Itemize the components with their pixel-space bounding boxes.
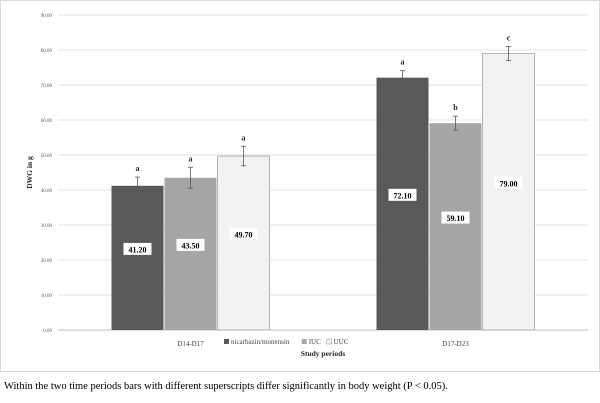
data-label-box [123,242,152,255]
y-axis-title: DWG in g [25,156,34,189]
significance-letter: a [189,154,193,163]
figure-caption: Within the two time periods bars with di… [4,381,448,392]
data-label: 79.00 [500,179,518,188]
y-tick-label: 80.00 [41,49,53,54]
legend-swatch [326,338,332,345]
legend-swatch [301,339,307,344]
bar [429,123,482,331]
y-tick-label: 20.00 [41,259,53,264]
data-label-box [229,228,258,241]
significance-letter: c [507,34,511,43]
significance-letter: a [401,58,405,67]
legend-swatch [224,339,229,344]
data-label-box [176,238,205,251]
significance-letter: a [242,133,246,142]
y-tick-label: 90.00 [41,14,53,19]
bar [164,177,217,330]
legend-label: nicarbazin/monensin [231,338,290,346]
x-tick-label: D14-D17 [177,340,204,348]
significance-letter: a [136,164,140,173]
x-tick-label: D17-D23 [442,340,469,348]
bar-chart: 0.00 10.00 20.00 30.00 40.00 50.00 60.00 70.00 8… [25,14,588,358]
y-tick-label: 0.00 [43,329,52,334]
y-tick-label: 40.00 [41,189,53,194]
data-label: 49.70 [235,231,253,240]
significance-letter: b [453,103,458,112]
data-label: 43.50 [182,241,200,250]
data-label-box [388,188,417,201]
x-axis-title: Study periods [301,349,345,358]
data-label: 72.10 [394,191,412,200]
y-tick-label: 70.00 [41,84,53,89]
y-tick-label: 60.00 [41,119,53,124]
data-label: 41.20 [129,245,147,254]
data-label-box [494,176,523,189]
data-label: 59.10 [447,214,465,223]
y-tick-label: 50.00 [41,154,53,159]
bar [217,155,270,331]
data-label-box [441,211,470,224]
y-tick-label: 30.00 [41,224,53,229]
y-tick-label: 10.00 [41,294,53,299]
bar [111,185,164,330]
legend-label: UUC [334,338,349,346]
bar [376,77,429,331]
legend-label: IUC [309,338,321,346]
bar [482,53,535,331]
